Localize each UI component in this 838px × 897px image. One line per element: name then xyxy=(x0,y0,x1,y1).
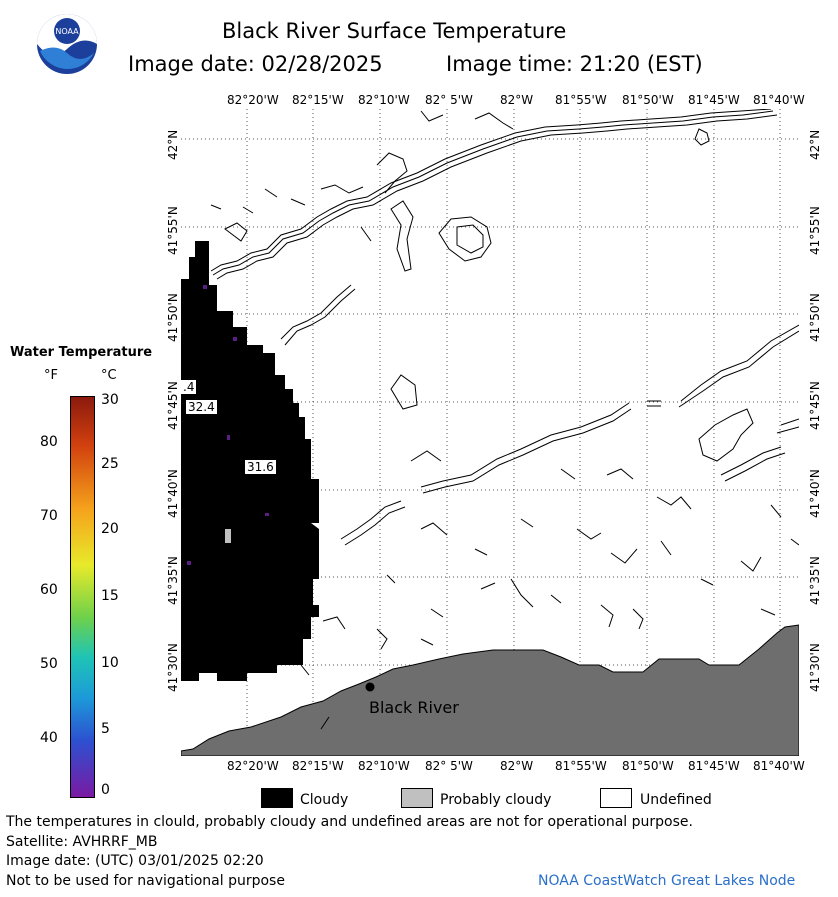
temperature-contours xyxy=(210,109,799,730)
lat-label: 41°40'N xyxy=(166,469,180,518)
legend-probably-cloudy-swatch xyxy=(401,788,433,808)
footer-nav-warning: Not to be used for navigational purpose xyxy=(6,873,285,889)
lat-label: 41°30'N xyxy=(166,643,180,692)
temp-label-32: 32.4 xyxy=(186,400,217,414)
colorbar-unit-f: °F xyxy=(44,368,58,383)
legend-cloudy-label: Cloudy xyxy=(300,792,349,808)
lon-label: 82°15'W xyxy=(292,93,344,107)
probably-cloudy-pixel xyxy=(225,529,231,543)
logo-text: NOAA xyxy=(55,27,79,36)
colorbar-f-tick: 40 xyxy=(40,730,58,746)
lon-label: 82° 5'W xyxy=(425,93,473,107)
lon-label: 82°W xyxy=(500,759,534,773)
lon-label: 81°40'W xyxy=(753,93,805,107)
image-time: Image time: 21:20 (EST) xyxy=(446,52,703,76)
lon-labels-top: 82°20'W 82°15'W 82°10'W 82° 5'W 82°W 81°… xyxy=(0,93,838,107)
colorbar-c-tick: 30 xyxy=(101,392,119,408)
colorbar-c-tick: 5 xyxy=(101,721,110,737)
colorbar-title: Water Temperature xyxy=(10,345,153,360)
lat-label: 41°40'N xyxy=(808,469,822,518)
lon-label: 81°45'W xyxy=(688,759,740,773)
lon-label: 82°W xyxy=(500,93,534,107)
temp-label-edge: .4 xyxy=(181,380,197,394)
colorbar-f-tick: 70 xyxy=(40,508,58,524)
footer-satellite: Satellite: AVHRRF_MB xyxy=(6,834,158,850)
map-panel xyxy=(181,109,799,756)
image-date: Image date: 02/28/2025 xyxy=(128,52,383,76)
lon-label: 81°55'W xyxy=(555,93,607,107)
colorbar xyxy=(70,396,95,798)
lat-label: 41°35'N xyxy=(808,556,822,605)
lat-label: 41°50'N xyxy=(808,293,822,342)
black-river-marker xyxy=(365,682,375,692)
lat-label: 42°N xyxy=(166,129,180,160)
lat-label: 41°55'N xyxy=(166,206,180,255)
lat-label: 41°55'N xyxy=(808,206,822,255)
colorbar-unit-c: °C xyxy=(101,368,117,383)
lon-label: 81°50'W xyxy=(622,759,674,773)
lon-label: 81°50'W xyxy=(622,93,674,107)
lon-label: 82°15'W xyxy=(292,759,344,773)
lat-label: 41°35'N xyxy=(166,556,180,605)
legend-cloudy-swatch xyxy=(261,788,293,808)
lon-label: 81°45'W xyxy=(688,93,740,107)
lon-label: 82° 5'W xyxy=(425,759,473,773)
lon-label: 82°10'W xyxy=(358,93,410,107)
colorbar-c-tick: 0 xyxy=(101,782,110,798)
land-shoreline xyxy=(181,624,799,756)
lon-label: 81°55'W xyxy=(555,759,607,773)
lat-label: 42°N xyxy=(808,129,822,160)
colorbar-f-tick: 60 xyxy=(40,582,58,598)
lon-label: 82°10'W xyxy=(358,759,410,773)
colorbar-c-tick: 10 xyxy=(101,655,119,671)
lon-labels-bottom: 82°20'W 82°15'W 82°10'W 82° 5'W 82°W 81°… xyxy=(0,759,838,773)
water-pixels xyxy=(187,285,269,565)
map-title: Black River Surface Temperature xyxy=(222,19,567,43)
footer-utc-date: Image date: (UTC) 03/01/2025 02:20 xyxy=(6,853,264,869)
lat-label: 41°50'N xyxy=(166,293,180,342)
lon-label: 82°20'W xyxy=(227,759,279,773)
colorbar-c-tick: 15 xyxy=(101,588,119,604)
lon-label: 82°20'W xyxy=(227,93,279,107)
colorbar-c-tick: 20 xyxy=(101,521,119,537)
footer-credit: NOAA CoastWatch Great Lakes Node xyxy=(538,873,796,889)
footer-disclaimer: The temperatures in clould, probably clo… xyxy=(6,814,693,830)
colorbar-c-tick: 25 xyxy=(101,456,119,472)
temp-label-31: 31.6 xyxy=(245,460,276,474)
colorbar-f-tick: 50 xyxy=(40,656,58,672)
lat-label: 41°45'N xyxy=(166,381,180,430)
lat-label: 41°30'N xyxy=(808,643,822,692)
noaa-logo: NOAA xyxy=(36,13,98,75)
legend-undefined-swatch xyxy=(600,788,632,808)
lon-label: 81°40'W xyxy=(753,759,805,773)
lat-label: 41°45'N xyxy=(808,381,822,430)
legend-undefined-label: Undefined xyxy=(640,792,712,808)
colorbar-f-tick: 80 xyxy=(40,434,58,450)
place-label-black-river: Black River xyxy=(369,698,459,717)
legend-probably-cloudy-label: Probably cloudy xyxy=(440,792,552,808)
